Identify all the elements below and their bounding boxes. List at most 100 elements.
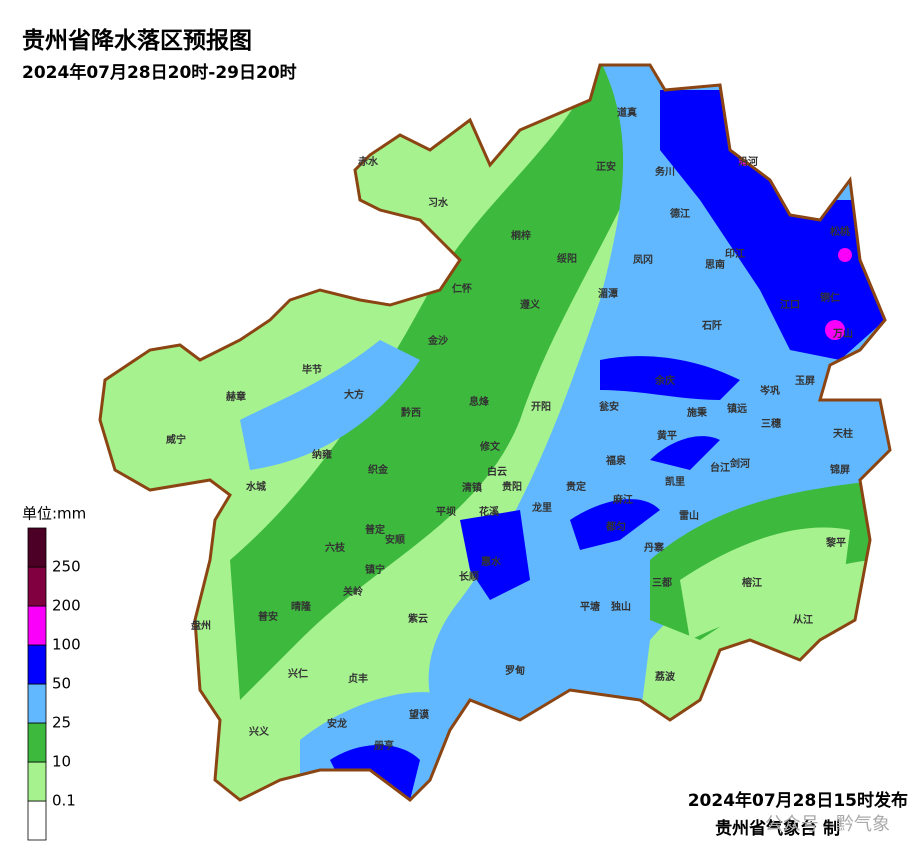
- watermark: 公众号 · 黔气象: [765, 814, 890, 835]
- county-name: 绥阳: [557, 252, 577, 265]
- legend-label: 10: [52, 753, 71, 771]
- county-name: 黎平: [826, 536, 846, 549]
- county-name: 龙里: [531, 501, 552, 514]
- county-name: 印江: [725, 247, 745, 260]
- county-name: 岑巩: [759, 384, 780, 397]
- county-name: 黄平: [657, 429, 677, 442]
- issue-time: 2024年07月28日15时发布: [688, 790, 908, 811]
- county-name: 石阡: [701, 319, 722, 332]
- county-name: 习水: [428, 196, 449, 209]
- county-name: 都匀: [605, 520, 626, 533]
- county-name: 普定: [365, 523, 385, 536]
- county-name: 余庆: [654, 374, 675, 387]
- county-name: 晴隆: [291, 600, 312, 613]
- county-name: 望谟: [409, 708, 430, 721]
- county-name: 荔波: [654, 670, 676, 683]
- county-name: 桐梓: [511, 229, 531, 242]
- county-name: 麻江: [612, 493, 633, 506]
- county-name: 关岭: [343, 585, 363, 598]
- county-name: 道真: [617, 106, 637, 119]
- county-name: 罗甸: [505, 664, 525, 677]
- legend-swatch: [27, 800, 47, 841]
- county-name: 威宁: [166, 433, 186, 446]
- county-name: 从江: [793, 613, 813, 626]
- county-name: 金沙: [427, 334, 448, 347]
- county-name: 册亨: [374, 739, 394, 752]
- legend-label: 50: [52, 675, 71, 693]
- county-name: 凯里: [665, 475, 685, 488]
- county-name: 雷山: [679, 509, 699, 522]
- county-name: 毕节: [302, 363, 322, 376]
- county-name: 贵阳: [502, 480, 522, 493]
- county-name: 瓮安: [599, 400, 619, 413]
- county-name: 兴仁: [288, 667, 308, 680]
- county-name: 台江: [710, 461, 730, 474]
- county-name: 镇宁: [365, 563, 385, 576]
- county-name: 息烽: [469, 395, 490, 408]
- legend-swatch: [27, 605, 47, 646]
- map-title: 贵州省降水落区预报图: [22, 28, 252, 54]
- county-name: 贞丰: [348, 672, 368, 685]
- county-name: 赫章: [226, 390, 246, 403]
- legend: 0.1 10 25 50 100 200 250: [27, 527, 81, 841]
- county-name: 湄潭: [598, 287, 618, 300]
- legend-swatch: [27, 722, 47, 763]
- legend-title: 单位:mm: [22, 505, 86, 523]
- county-name: 赤水: [358, 155, 379, 168]
- county-name: 六枝: [325, 541, 346, 554]
- county-name: 万山: [832, 327, 853, 340]
- county-name: 紫云: [408, 612, 428, 625]
- county-name: 长顺: [459, 570, 479, 583]
- county-name: 白云: [487, 465, 507, 478]
- legend-label: 250: [52, 558, 81, 576]
- legend-label: 0.1: [52, 792, 76, 810]
- county-name: 纳雍: [312, 448, 332, 461]
- legend-label: 100: [52, 636, 81, 654]
- county-name: 黔西: [401, 406, 421, 419]
- county-name: 福泉: [605, 454, 627, 467]
- legend-swatch: [27, 761, 47, 802]
- county-name: 普安: [258, 610, 278, 623]
- legend-label: 200: [52, 597, 81, 615]
- county-name: 安龙: [327, 717, 347, 730]
- county-name: 大方: [344, 388, 364, 401]
- county-name: 施秉: [687, 406, 708, 419]
- county-name: 平坝: [436, 505, 456, 518]
- legend-label: 25: [52, 714, 71, 732]
- county-name: 德江: [669, 207, 690, 220]
- county-name: 锦屏: [830, 463, 850, 476]
- county-name: 贵定: [566, 480, 586, 493]
- county-name: 三穗: [761, 417, 781, 430]
- county-name: 凤冈: [633, 254, 653, 266]
- county-name: 安顺: [385, 533, 405, 546]
- county-name: 松桃: [830, 225, 850, 238]
- county-name: 遵义: [520, 298, 541, 311]
- county-name: 玉屏: [795, 375, 815, 387]
- county-name: 平塘: [580, 600, 600, 613]
- county-name: 仁怀: [452, 282, 472, 295]
- county-name: 榕江: [742, 576, 762, 589]
- county-name: 务川: [655, 165, 675, 178]
- map-subtitle: 2024年07月28日20时-29日20时: [22, 62, 297, 83]
- county-name: 镇远: [727, 402, 747, 415]
- county-name: 清镇: [462, 481, 482, 494]
- county-name: 盘州: [191, 619, 211, 632]
- county-name: 开阳: [531, 401, 551, 413]
- legend-swatch: [27, 527, 47, 568]
- county-name: 正安: [596, 160, 616, 173]
- issuer: 贵州省气象台 制: [715, 818, 840, 839]
- county-name: 剑河: [729, 457, 750, 470]
- county-name: 花溪: [479, 505, 500, 518]
- county-name: 铜仁: [820, 291, 840, 304]
- county-name: 修文: [479, 440, 501, 453]
- legend-swatch: [27, 683, 47, 724]
- county-name: 水城: [245, 480, 266, 493]
- county-name: 思南: [705, 258, 725, 271]
- county-name: 丹寨: [644, 541, 664, 554]
- county-name: 织金: [368, 463, 389, 476]
- county-name: 独山: [611, 600, 631, 613]
- legend-swatch: [27, 566, 47, 607]
